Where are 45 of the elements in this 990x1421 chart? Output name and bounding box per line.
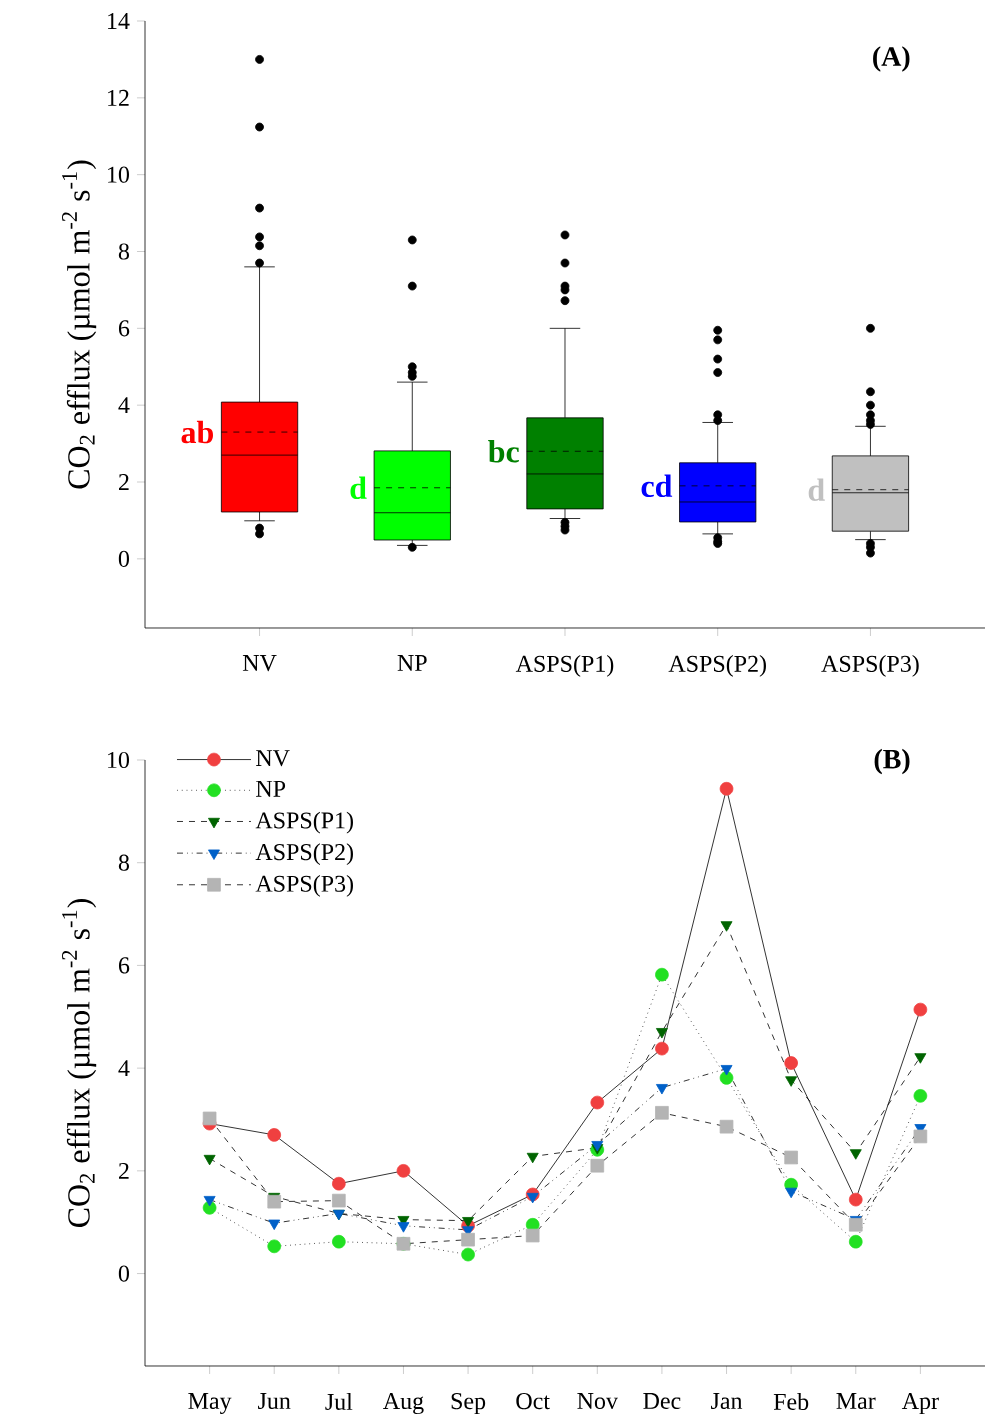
x-tick-label: ASPS(P2) [668, 655, 766, 677]
y-tick-label: 0 [118, 1265, 129, 1282]
y-tick-label: 4 [118, 397, 130, 414]
y-tick-label: 10 [108, 166, 129, 183]
y-tick-label: 2 [119, 474, 129, 490]
y-tick-label: 10 [108, 751, 129, 769]
annotation: cd [641, 474, 673, 498]
y-tick-label: 4 [118, 1060, 130, 1077]
x-tick-label: ASPS(P3) [821, 655, 919, 677]
x-tick-label: Oct [516, 1393, 550, 1410]
x-tick-label: ASPS(P1) [515, 655, 614, 677]
chart-title: (B) [874, 748, 910, 775]
x-tick-label: Mar [836, 1393, 876, 1409]
legend-label: NP [256, 780, 286, 797]
y-tick-label: 8 [118, 243, 129, 260]
legend-label: ASPS(P3) [255, 874, 353, 897]
x-tick-label: Jan [711, 1393, 743, 1409]
annotation: d [808, 478, 825, 501]
x-tick-label: Nov [577, 1393, 618, 1409]
annotation: ab [181, 420, 213, 444]
legend-label: ASPS(P1) [255, 811, 353, 834]
x-tick-label: Sep [451, 1393, 486, 1415]
y-tick-label: 6 [118, 957, 130, 974]
y-axis-title: CO$_{2}$ efflux (µmol m$^{-2}$ s$^{-1}$) [62, 160, 97, 489]
y-tick-label: 12 [108, 89, 129, 106]
legend-label: NV [256, 750, 290, 767]
y-tick-label: 6 [118, 320, 130, 337]
y-tick-label: 14 [108, 13, 130, 29]
x-tick-label: Jun [258, 1393, 291, 1409]
x-tick-label: Feb [773, 1393, 809, 1410]
legend-label: ASPS(P2) [255, 843, 353, 866]
x-tick-label: Jul [325, 1393, 353, 1410]
y-tick-label: 8 [118, 854, 129, 871]
annotation: d [350, 476, 367, 500]
y-tick-label: 0 [118, 550, 129, 567]
x-tick-label: May [188, 1393, 232, 1414]
text: (A) [873, 46, 910, 72]
y-tick-label: 2 [119, 1162, 129, 1179]
x-tick-label: Dec [643, 1393, 681, 1409]
x-tick-label: NP [397, 655, 427, 671]
x-tick-label: Apr [901, 1393, 939, 1415]
x-tick-label: Aug [383, 1393, 424, 1415]
annotation: bc [488, 440, 519, 463]
y-axis-title: CO$_{2}$ efflux (µmol m$^{-2}$ s$^{-1}$) [62, 899, 97, 1228]
x-tick-label: NV [242, 655, 277, 672]
